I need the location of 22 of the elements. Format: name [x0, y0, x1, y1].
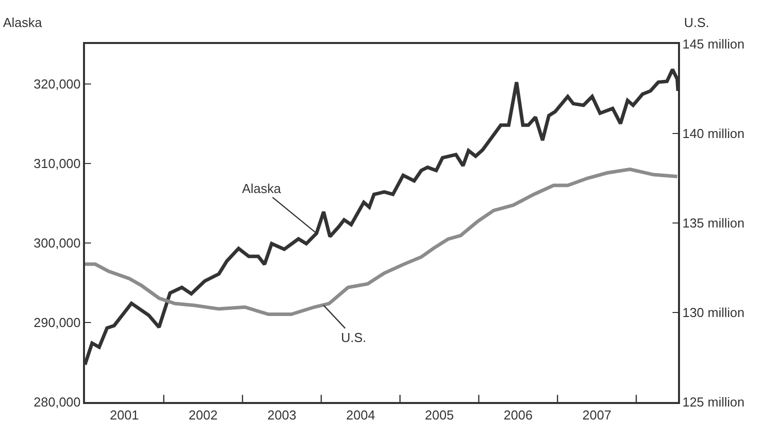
- y2-tick-label: 130 million: [682, 305, 745, 320]
- y2-tick-label: 135 million: [682, 216, 745, 231]
- y2-axis-title: U.S.: [684, 15, 710, 30]
- x-tick-label: 2003: [267, 407, 296, 422]
- x-tick-label: 2006: [504, 407, 533, 422]
- x-tick-label: 2004: [346, 407, 376, 422]
- x-tick-label: 2001: [110, 407, 139, 422]
- annotation: U.S.: [341, 330, 366, 345]
- y-tick-label: 320,000: [34, 76, 81, 92]
- y-tick-label: 310,000: [34, 156, 81, 171]
- y-tick-label: 290,000: [34, 314, 81, 330]
- y2-tick-label: 125 million: [682, 394, 745, 410]
- x-tick-label: 2002: [188, 407, 218, 422]
- annotation: Alaska: [242, 181, 282, 196]
- x-tick-label: 2007: [582, 407, 612, 422]
- y-tick-label: 300,000: [34, 235, 81, 250]
- x-tick-label: 2005: [424, 407, 454, 422]
- y-axis-title: Alaska: [3, 15, 43, 30]
- line-series: [85, 168, 678, 316]
- y2-tick-label: 145 million: [682, 36, 745, 52]
- y-tick-label: 280,000: [34, 394, 81, 410]
- y2-tick-label: 140 million: [682, 126, 745, 142]
